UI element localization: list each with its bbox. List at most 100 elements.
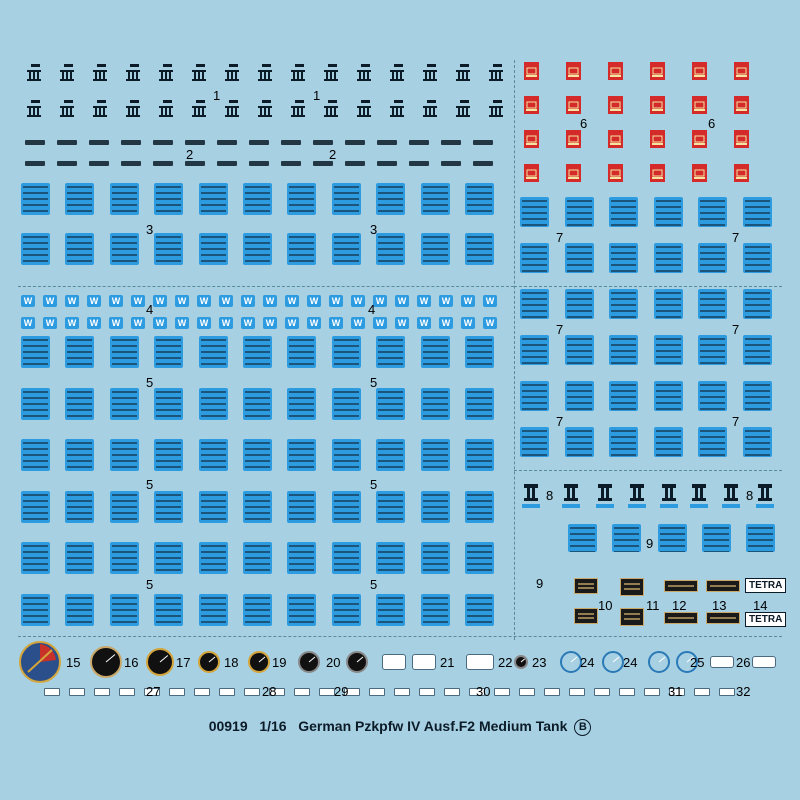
stencil-text-line	[156, 596, 182, 599]
stencil-text-line	[289, 569, 315, 571]
product-code: 00919	[208, 718, 248, 734]
decal-5-stencil	[376, 387, 406, 420]
stencil-text-line	[333, 499, 359, 502]
stencil-text-line	[467, 192, 492, 194]
stencil-text-line	[333, 614, 359, 617]
decal-4-w-badge: W	[417, 295, 431, 307]
stencil-text-line	[422, 414, 448, 417]
stencil-text-line	[378, 442, 404, 444]
divider-left-mid	[18, 286, 514, 287]
decal-bottom-strip	[544, 688, 560, 696]
stencil-text-line	[200, 466, 226, 468]
stencil-text-line	[378, 210, 404, 212]
decal-5-stencil	[65, 387, 95, 420]
stencil-text-line	[289, 260, 315, 262]
stencil-text-line	[23, 614, 48, 617]
decal-4-w-badge: W	[131, 317, 145, 329]
stencil-text-line	[422, 466, 448, 468]
label-18: 18	[224, 655, 239, 670]
stencil-text-line	[744, 390, 770, 392]
stencil-text-line	[422, 563, 448, 565]
stencil-text-line	[200, 551, 226, 553]
stencil-text-line	[700, 224, 725, 226]
stencil-text-line	[566, 408, 592, 410]
decal-5-stencil	[65, 439, 95, 471]
stencil-text-line	[200, 557, 226, 559]
stencil-text-line	[156, 563, 182, 565]
stencil-text-line	[422, 408, 448, 411]
stencil-text-line	[704, 545, 729, 547]
stencil-text-line	[111, 236, 137, 238]
stencil-text-line	[655, 298, 681, 300]
stencil-text-line	[614, 551, 639, 552]
stencil-text-line	[566, 270, 592, 272]
decal-5-stencil	[287, 336, 317, 368]
stencil-text-line	[522, 454, 547, 456]
decal-4-w-badge: W	[329, 317, 343, 329]
stencil-text-line	[422, 557, 448, 559]
stencil-text-line	[111, 260, 137, 262]
decal-23-gauge	[512, 653, 530, 671]
decal-7-stencil	[653, 335, 683, 365]
stencil-text-line	[700, 430, 725, 432]
stencil-text-line	[700, 384, 725, 386]
decal-3-stencil	[420, 233, 450, 265]
stencil-text-line	[700, 356, 725, 358]
stencil-text-line	[467, 608, 492, 611]
label-7c: 7	[556, 322, 564, 337]
label-1b: 1	[313, 88, 321, 103]
decal-5-stencil	[243, 336, 272, 368]
decal-4-w-badge: W	[307, 317, 321, 329]
decal-24-dial-a	[558, 649, 584, 675]
stencil-text-line	[422, 236, 448, 238]
stencil-text-line	[111, 608, 137, 611]
stencil-text-line	[570, 533, 595, 535]
stencil-text-line	[467, 357, 492, 359]
decal-2-strip	[281, 161, 301, 166]
stencil-text-line	[67, 563, 93, 565]
label-25: 25	[690, 655, 705, 670]
stencil-text-line	[67, 499, 93, 502]
label-4b: 4	[368, 302, 376, 317]
stencil-text-line	[422, 499, 448, 502]
decal-2-strip	[25, 140, 45, 145]
decal-bottom-strip	[494, 688, 510, 696]
decal-7-stencil	[742, 289, 772, 319]
stencil-text-line	[23, 345, 48, 347]
stencil-text-line	[23, 460, 48, 462]
decal-1-tile	[27, 100, 41, 118]
decal-4-w-badge: W	[219, 295, 233, 307]
decal-7-stencil	[609, 243, 638, 273]
stencil-text-line	[23, 186, 48, 188]
stencil-text-line	[289, 363, 315, 365]
stencil-text-line	[289, 345, 315, 347]
stencil-text-line	[655, 362, 681, 364]
decal-4-w-badge: W	[87, 295, 101, 307]
stencil-text-line	[422, 192, 448, 194]
decal-9-stencil	[568, 524, 597, 552]
stencil-text-line	[333, 454, 359, 456]
stencil-text-line	[522, 212, 547, 214]
stencil-text-line	[111, 563, 137, 565]
stencil-text-line	[700, 270, 725, 272]
stencil-text-line	[744, 258, 770, 260]
stencil-text-line	[522, 316, 547, 318]
stencil-text-line	[245, 442, 270, 444]
stencil-text-line	[156, 608, 182, 611]
label-5d: 5	[370, 477, 378, 492]
stencil-text-line	[700, 316, 725, 318]
stencil-text-line	[23, 357, 48, 359]
stencil-text-line	[744, 252, 770, 254]
stencil-text-line	[467, 551, 492, 553]
decal-5-stencil	[376, 593, 406, 626]
stencil-text-line	[378, 345, 404, 347]
decal-4-w-badge: W	[395, 317, 409, 329]
stencil-text-line	[200, 442, 226, 444]
decal-5-stencil	[420, 387, 450, 420]
stencil-text-line	[467, 505, 492, 508]
stencil-text-line	[704, 539, 729, 541]
decal-4-w-badge: W	[219, 317, 233, 329]
stencil-text-line	[422, 608, 448, 611]
stencil-text-line	[378, 563, 404, 565]
stencil-text-line	[566, 310, 592, 312]
